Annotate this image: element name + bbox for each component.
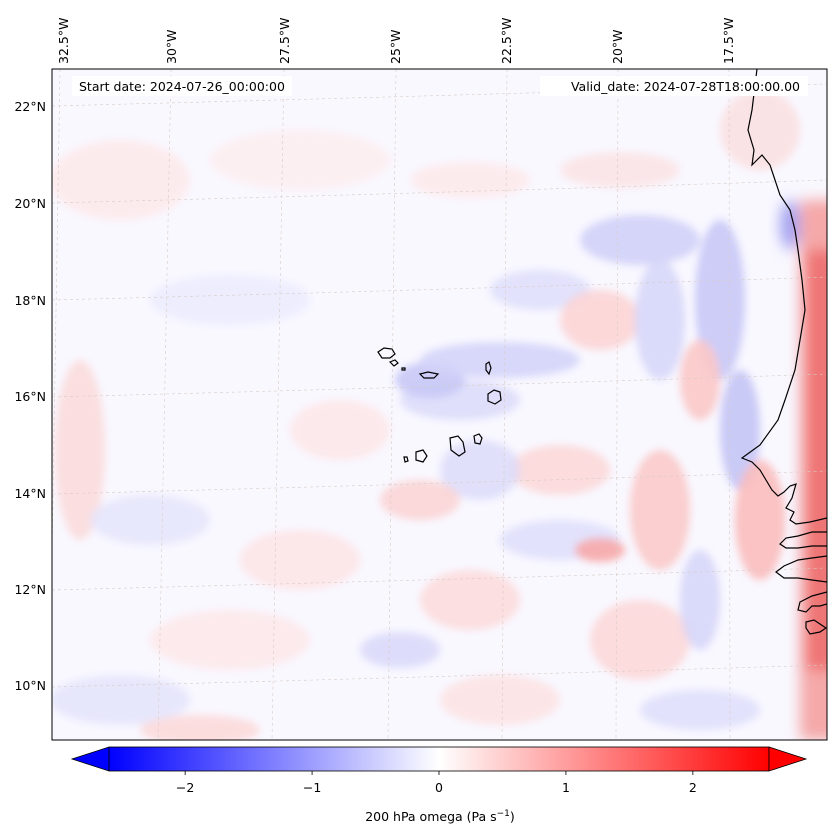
- island-maio: [473, 433, 483, 445]
- colorbar-tick-label: −1: [303, 780, 321, 795]
- lon-label: 20°W: [610, 29, 625, 64]
- colorbar: −2 −1 0 1 2 200 hPa omega (Pa s−1): [70, 746, 808, 824]
- lat-label: 22°N: [14, 99, 46, 114]
- colorbar-gradient: [108, 746, 770, 772]
- lat-label: 18°N: [14, 293, 46, 308]
- colorbar-tick-label: 0: [435, 780, 443, 795]
- island-santiago: [449, 435, 466, 457]
- island-sao-vicente: [388, 359, 399, 367]
- lon-label: 30°W: [164, 29, 179, 64]
- lon-label: 32.5°W: [56, 18, 71, 64]
- cape-verde-islands: [377, 347, 502, 463]
- african-coastline: [740, 69, 827, 635]
- valid-date-label: Valid_date: 2024-07-28T18:00:00.00: [571, 79, 800, 94]
- island-boa-vista: [487, 389, 502, 405]
- colorbar-tick-label: −2: [176, 780, 194, 795]
- map-frame: [51, 68, 828, 741]
- map-panel: [52, 69, 827, 740]
- lon-label: 22.5°W: [499, 18, 514, 64]
- longitude-labels: 32.5°W 30°W 27.5°W 25°W 22.5°W 20°W 17.5…: [56, 18, 736, 64]
- colorbar-label: 200 hPa omega (Pa s−1): [365, 809, 515, 824]
- island-santa-luzia: [401, 367, 406, 371]
- colorbar-extend-min: [70, 746, 110, 772]
- start-date-box: [72, 76, 292, 96]
- start-date-label: Start date: 2024-07-26_00:00:00: [79, 79, 285, 94]
- lon-label: 17.5°W: [721, 18, 736, 64]
- colorbar-extend-max: [768, 746, 808, 772]
- lon-label: 25°W: [388, 29, 403, 64]
- island-sal: [485, 361, 492, 376]
- coastline-mauritania-senegal: [740, 69, 827, 525]
- colorbar-tick-label: 1: [562, 780, 570, 795]
- lat-label: 10°N: [14, 678, 46, 693]
- colorbar-ticks: −2 −1 0 1 2: [176, 771, 697, 795]
- island-santo-antao: [377, 347, 396, 359]
- colorbar-tick-label: 2: [689, 780, 697, 795]
- lat-label: 12°N: [14, 582, 46, 597]
- island-fogo: [415, 449, 428, 463]
- latitude-labels: 22°N 20°N 18°N 16°N 14°N 12°N 10°N: [14, 99, 46, 693]
- lat-label: 20°N: [14, 196, 46, 211]
- lat-label: 14°N: [14, 486, 46, 501]
- graticule: [52, 69, 827, 740]
- strong-ascent-band: [780, 200, 827, 740]
- omega-field: [52, 90, 800, 740]
- coastline-gambia-guinea-bissau: [775, 531, 827, 635]
- lon-label: 27.5°W: [277, 18, 292, 64]
- island-sao-nicolau: [418, 371, 440, 379]
- lat-label: 16°N: [14, 389, 46, 404]
- valid-date-box: [540, 76, 808, 96]
- island-brava: [403, 456, 409, 463]
